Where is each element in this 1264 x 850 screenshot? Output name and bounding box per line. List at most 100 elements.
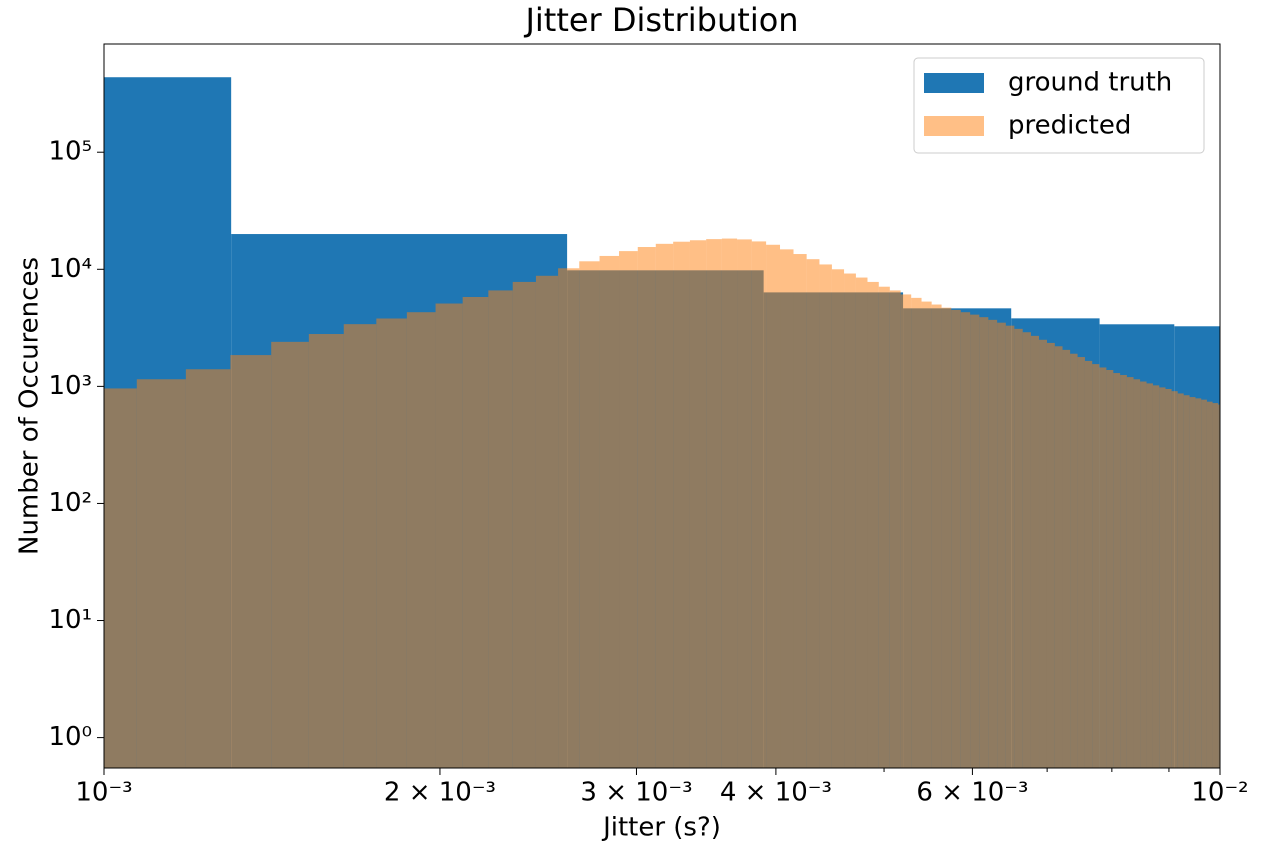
histogram-bar [1054,346,1063,768]
histogram-bar [1206,401,1213,768]
y-tick-label: 10⁰ [48,722,92,752]
histogram-bar [136,379,186,768]
histogram-bar [721,238,738,768]
histogram-bar [104,388,137,768]
histogram-bar [979,317,989,768]
histogram-bar [185,369,231,768]
histogram-bar [1195,398,1202,768]
histogram-bar [1212,403,1219,768]
legend-swatch [924,116,984,136]
histogram-bar [1152,385,1160,768]
histogram-bar [376,318,407,768]
histogram-bar [1140,381,1147,768]
y-tick-label: 10² [48,488,92,518]
x-tick-label: 4 × 10⁻³ [720,778,832,808]
histogram-bar [488,290,513,768]
axes-frame [103,43,1221,769]
histogram-bar [960,312,971,768]
histogram-bar [1189,397,1196,768]
histogram-bar [655,243,674,768]
histogram-bar [1022,332,1031,768]
histogram-bar [997,322,1006,768]
y-axis-label: Number of Occurences [15,257,45,555]
histogram-bar [637,247,656,768]
histogram-bar [558,268,580,768]
x-axis-label: Jitter (s?) [601,813,721,843]
histogram-bar [1077,357,1085,768]
histogram-bar [619,251,638,768]
x-tick-label: 6 × 10⁻³ [916,778,1028,808]
histogram-bar [1030,335,1040,768]
histogram-bar [1201,399,1207,768]
histogram-bar [1005,325,1015,768]
histogram-bar [911,297,922,768]
y-tick-label: 10⁴ [48,254,92,284]
histogram-bar [931,304,942,768]
histogram-bar [1039,339,1047,768]
histogram-bar [900,294,912,768]
histogram-bar [1084,360,1093,768]
histogram-bar [271,341,309,768]
histogram-bar [1099,367,1107,768]
y-tick-label: 10⁵ [48,137,92,167]
histogram-bar [406,312,436,768]
histogram-bar [1046,342,1055,768]
histogram-bar [462,296,489,768]
histogram-bar [1218,404,1220,768]
chart-title: Jitter Distribution [523,1,798,39]
histogram-bar [988,319,998,768]
histogram-bar [1106,369,1114,768]
histogram-bar [1120,375,1127,768]
histogram-bar [689,240,707,768]
histogram-bar [921,301,932,768]
histogram-bar [1126,377,1134,768]
histogram-bar [819,264,832,768]
histogram-bar [1146,383,1153,768]
histogram-bar [535,275,559,768]
histogram-bar [780,249,794,768]
y-tick-label: 10³ [48,371,92,401]
histogram-bar [579,261,600,768]
histogram-bar [951,309,961,768]
y-tick-label: 10¹ [48,605,92,635]
histogram-bar [706,239,722,768]
histogram-bar [889,290,901,768]
histogram-bar [1113,373,1121,768]
histogram-bar [1177,393,1184,768]
histogram-bar [512,281,536,768]
histogram-bar [1165,388,1172,768]
histogram-bar [855,277,868,768]
plot-area [104,77,1220,768]
x-tick-label: 10⁻² [1191,778,1248,808]
x-tick-label: 3 × 10⁻³ [580,778,692,808]
legend-box [913,57,1205,154]
histogram-bar [844,273,856,768]
histogram-bar [970,314,980,768]
histogram-bar [1092,364,1100,768]
legend-swatch [924,73,984,93]
histogram-bar [1171,391,1178,768]
histogram-bar [599,255,620,768]
histogram-bar [1062,349,1071,768]
histogram-bar [941,307,952,768]
histogram-bar [1183,395,1190,768]
histogram-bar [766,244,781,768]
histogram-bar [793,254,807,768]
histogram-bar [751,241,767,768]
histogram-bar [1014,328,1023,768]
histogram-bar [867,281,879,768]
histogram-bar [673,241,690,768]
histogram-bar [878,286,890,768]
legend-label: ground truth [1008,68,1172,98]
histogram-bar [343,324,377,768]
histogram-bar [230,355,272,768]
histogram-bar [435,303,463,768]
legend-label: predicted [1008,111,1131,141]
histogram-bar [1070,353,1078,768]
histogram-bar [308,334,344,768]
histogram-bar [831,269,845,768]
histogram-bar [1159,387,1166,768]
histogram-bar [1133,379,1141,768]
histogram-bar [737,239,752,768]
